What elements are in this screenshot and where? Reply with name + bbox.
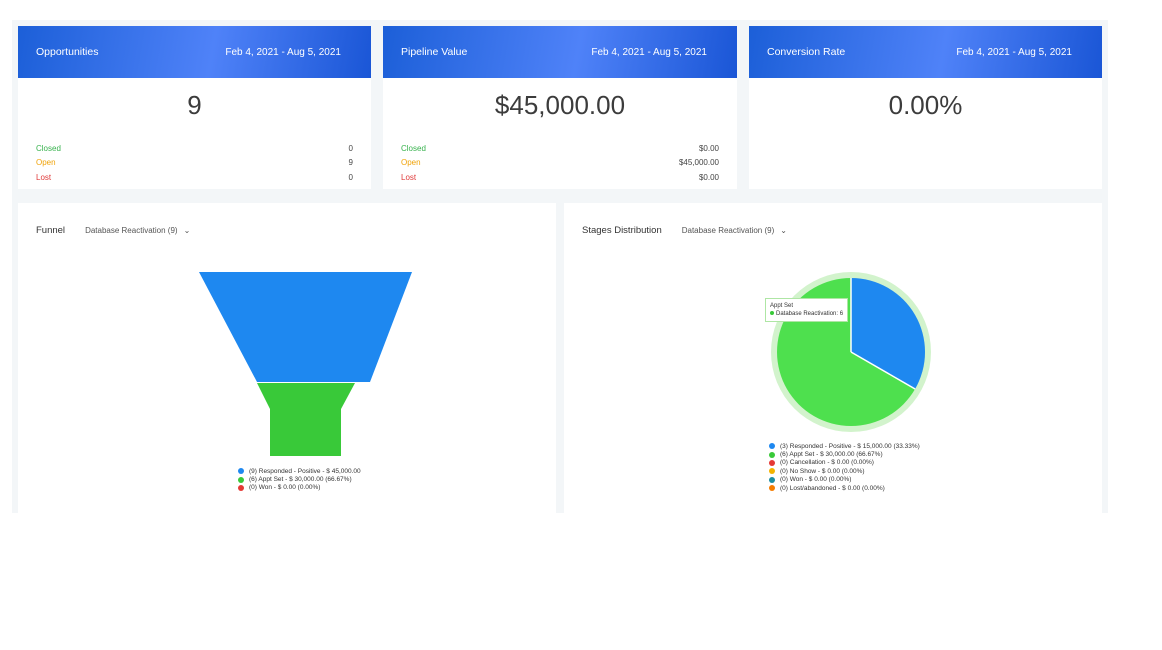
stat-row-open: Open 9 xyxy=(18,156,371,171)
opportunities-card: Opportunities Feb 4, 2021 - Aug 5, 2021 … xyxy=(18,26,371,189)
stat-row-closed: Closed 0 xyxy=(18,141,371,156)
legend-dot-icon xyxy=(769,468,775,475)
stat-row-lost: Lost 0 xyxy=(18,170,371,185)
opportunities-stats: Closed 0 Open 9 Lost 0 xyxy=(18,141,371,185)
legend-item[interactable]: (9) Responded - Positive - $ 45,000.00 xyxy=(238,467,361,475)
stat-value-closed: $0.00 xyxy=(698,143,719,153)
stat-value-open: $45,000.00 xyxy=(678,158,719,168)
stat-value-open: 9 xyxy=(348,158,353,168)
legend-dot-icon xyxy=(769,443,775,450)
pipeline-value-card: Pipeline Value Feb 4, 2021 - Aug 5, 2021… xyxy=(383,26,737,189)
chevron-down-icon: ⌄ xyxy=(183,226,191,235)
legend-dot-icon xyxy=(769,459,775,466)
stat-label-open: Open xyxy=(36,158,56,168)
pie-slice-responded-positive[interactable] xyxy=(851,278,926,389)
legend-item[interactable]: (6) Appt Set - $ 30,000.00 (66.67%) xyxy=(238,475,361,483)
pipeline-value-title: Pipeline Value xyxy=(401,46,468,58)
legend-label: (6) Appt Set - $ 30,000.00 (66.67%) xyxy=(780,451,883,459)
stages-pipeline-label: Database Reactivation (9) xyxy=(681,226,775,235)
funnel-title: Funnel xyxy=(36,225,66,236)
legend-label: (6) Appt Set - $ 30,000.00 (66.67%) xyxy=(249,476,352,484)
legend-item[interactable]: (6) Appt Set - $ 30,000.00 (66.67%) xyxy=(769,450,920,458)
pipeline-value-stats: Closed $0.00 Open $45,000.00 Lost $0.00 xyxy=(383,141,737,185)
tooltip-series: Database Reactivation: 6 xyxy=(770,310,843,318)
conversion-rate-card: Conversion Rate Feb 4, 2021 - Aug 5, 202… xyxy=(749,26,1102,189)
pie-tooltip: Appt Set Database Reactivation: 6 xyxy=(765,298,849,322)
legend-dot-icon xyxy=(769,451,775,458)
funnel-segment-appt-set[interactable] xyxy=(257,383,355,456)
legend-label: (0) Lost/abandoned - $ 0.00 (0.00%) xyxy=(780,484,885,492)
funnel-pipeline-select[interactable]: Database Reactivation (9) ⌄ xyxy=(85,226,190,235)
legend-label: (0) No Show - $ 0.00 (0.00%) xyxy=(780,467,865,475)
opportunities-value: 9 xyxy=(187,90,202,120)
pipeline-value-date-range: Feb 4, 2021 - Aug 5, 2021 xyxy=(591,46,707,58)
conversion-rate-value: 0.00% xyxy=(888,90,963,120)
legend-label: (3) Responded - Positive - $ 15,000.00 (… xyxy=(780,442,920,450)
funnel-pipeline-label: Database Reactivation (9) xyxy=(85,226,178,235)
stat-value-lost: $0.00 xyxy=(698,172,719,182)
funnel-segment-responded-positive[interactable] xyxy=(199,272,412,382)
legend-item[interactable]: (3) Responded - Positive - $ 15,000.00 (… xyxy=(769,442,920,450)
conversion-rate-card-header: Conversion Rate Feb 4, 2021 - Aug 5, 202… xyxy=(749,26,1102,78)
tooltip-title: Appt Set xyxy=(770,303,794,309)
stat-label-closed: Closed xyxy=(36,143,61,153)
pipeline-value-amount: $45,000.00 xyxy=(494,90,626,120)
tooltip-series-label: Database Reactivation: 6 xyxy=(776,311,844,317)
stat-value-closed: 0 xyxy=(348,143,353,153)
legend-dot-icon xyxy=(238,484,244,491)
opportunities-title: Opportunities xyxy=(36,46,99,58)
stages-panel-header: Stages Distribution Database Reactivatio… xyxy=(582,225,787,236)
funnel-legend: (9) Responded - Positive - $ 45,000.00 (… xyxy=(238,467,361,492)
pie-slice-separator xyxy=(850,351,916,390)
legend-item[interactable]: (0) Cancellation - $ 0.00 (0.00%) xyxy=(769,459,920,467)
conversion-rate-date-range: Feb 4, 2021 - Aug 5, 2021 xyxy=(956,46,1072,58)
stat-row-closed: Closed $0.00 xyxy=(383,141,737,156)
legend-item[interactable]: (0) No Show - $ 0.00 (0.00%) xyxy=(769,467,920,475)
stat-label-closed: Closed xyxy=(401,143,426,153)
funnel-panel-header: Funnel Database Reactivation (9) ⌄ xyxy=(36,225,190,236)
legend-label: (0) Won - $ 0.00 (0.00%) xyxy=(780,476,852,484)
legend-label: (9) Responded - Positive - $ 45,000.00 xyxy=(249,467,361,475)
stages-legend: (3) Responded - Positive - $ 15,000.00 (… xyxy=(769,442,920,492)
legend-dot-icon xyxy=(238,476,244,483)
tooltip-dot-icon xyxy=(770,311,774,315)
legend-dot-icon xyxy=(238,468,244,475)
opportunities-date-range: Feb 4, 2021 - Aug 5, 2021 xyxy=(225,46,341,58)
conversion-rate-title: Conversion Rate xyxy=(767,46,846,58)
stat-row-lost: Lost $0.00 xyxy=(383,170,737,185)
stat-label-lost: Lost xyxy=(401,172,417,182)
chevron-down-icon: ⌄ xyxy=(780,226,787,235)
legend-dot-icon xyxy=(769,485,775,492)
legend-label: (0) Won - $ 0.00 (0.00%) xyxy=(249,484,321,492)
stages-pipeline-select[interactable]: Database Reactivation (9) ⌄ xyxy=(682,226,787,235)
stages-title: Stages Distribution xyxy=(582,225,662,236)
legend-item[interactable]: (0) Won - $ 0.00 (0.00%) xyxy=(238,484,361,492)
legend-item[interactable]: (0) Lost/abandoned - $ 0.00 (0.00%) xyxy=(769,484,920,492)
stat-value-lost: 0 xyxy=(348,172,353,182)
legend-label: (0) Cancellation - $ 0.00 (0.00%) xyxy=(780,459,874,467)
stat-label-open: Open xyxy=(401,158,421,168)
opportunities-card-header: Opportunities Feb 4, 2021 - Aug 5, 2021 xyxy=(18,26,371,78)
pipeline-value-card-header: Pipeline Value Feb 4, 2021 - Aug 5, 2021 xyxy=(383,26,737,78)
stat-label-lost: Lost xyxy=(36,172,52,182)
stat-row-open: Open $45,000.00 xyxy=(383,156,737,171)
legend-item[interactable]: (0) Won - $ 0.00 (0.00%) xyxy=(769,476,920,484)
legend-dot-icon xyxy=(769,476,775,483)
